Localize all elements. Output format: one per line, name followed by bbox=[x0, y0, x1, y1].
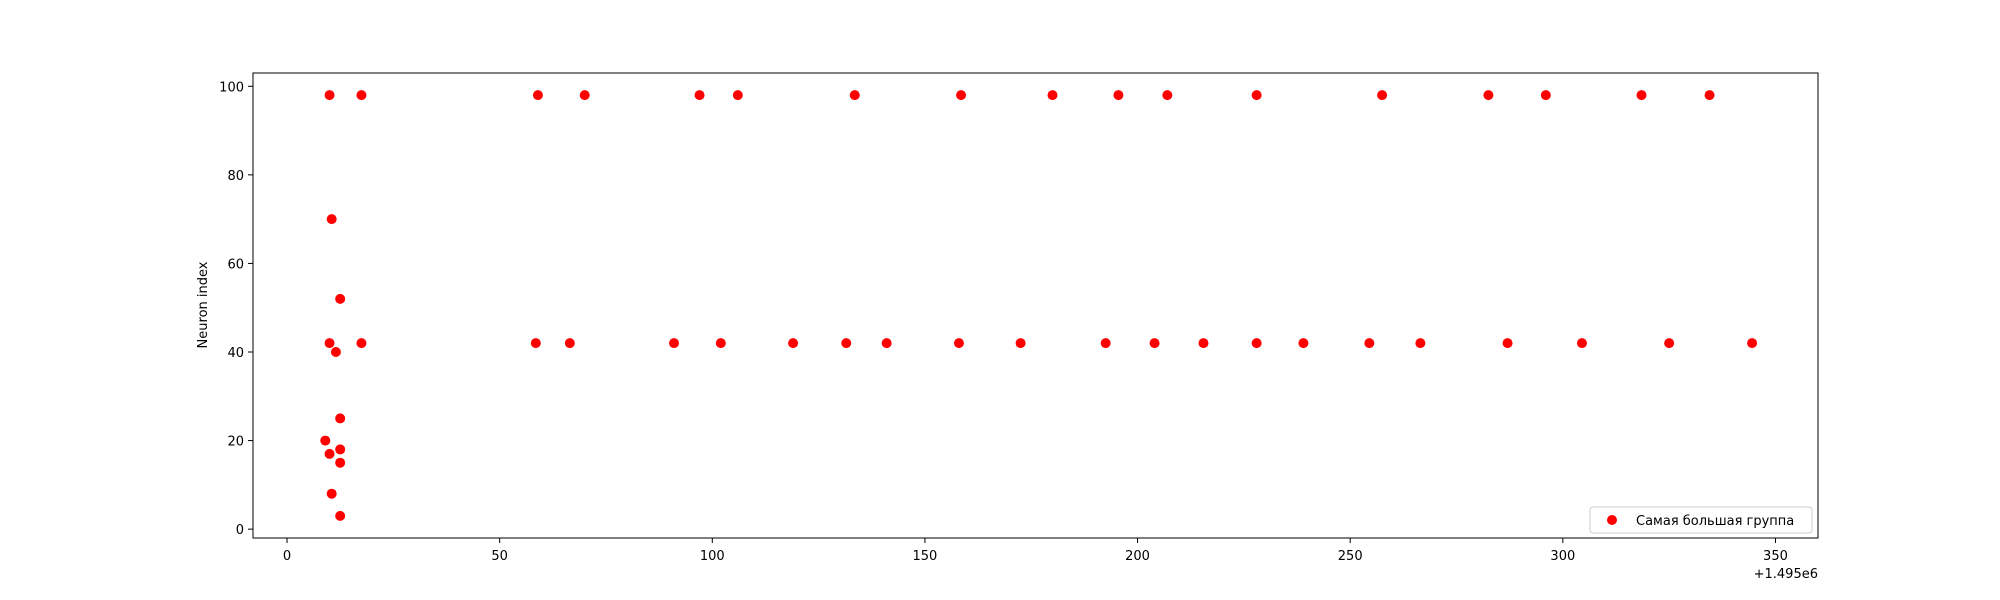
data-point bbox=[356, 90, 367, 101]
x-tick-label: 50 bbox=[491, 549, 508, 564]
y-tick-label: 100 bbox=[219, 80, 244, 95]
data-point bbox=[881, 338, 892, 349]
data-point bbox=[732, 90, 743, 101]
y-tick-label: 80 bbox=[227, 169, 244, 184]
x-axis: 0 50 100 150 200 250 300 350 bbox=[283, 538, 1788, 564]
x-tick-label: 300 bbox=[1550, 549, 1575, 564]
data-point bbox=[1576, 338, 1587, 349]
data-point bbox=[953, 338, 964, 349]
x-tick-label: 0 bbox=[283, 549, 291, 564]
data-point bbox=[1149, 338, 1160, 349]
data-point bbox=[1483, 90, 1494, 101]
x-tick-label: 200 bbox=[1125, 549, 1150, 564]
x-axis-offset-label: +1.495e6 bbox=[1754, 567, 1818, 582]
data-point bbox=[1415, 338, 1426, 349]
x-tick-label: 150 bbox=[913, 549, 938, 564]
data-point bbox=[1198, 338, 1209, 349]
y-tick-label: 60 bbox=[227, 257, 244, 272]
y-axis-label: Neuron index bbox=[196, 261, 211, 348]
data-point bbox=[335, 510, 346, 521]
data-point bbox=[956, 90, 967, 101]
data-point bbox=[335, 293, 346, 304]
data-point bbox=[1047, 90, 1058, 101]
data-point bbox=[694, 90, 705, 101]
data-point bbox=[1251, 338, 1262, 349]
x-tick-label: 100 bbox=[700, 549, 725, 564]
data-point bbox=[1015, 338, 1026, 349]
data-point bbox=[1664, 338, 1675, 349]
data-point bbox=[1377, 90, 1388, 101]
data-point bbox=[335, 457, 346, 468]
y-tick-label: 20 bbox=[227, 435, 244, 450]
data-point bbox=[1251, 90, 1262, 101]
data-point bbox=[324, 448, 335, 459]
data-point bbox=[326, 214, 337, 225]
data-point bbox=[320, 435, 331, 446]
data-point bbox=[849, 90, 860, 101]
x-tick-label: 350 bbox=[1763, 549, 1788, 564]
data-point bbox=[530, 338, 541, 349]
legend-label: Самая большая группа bbox=[1636, 514, 1794, 529]
data-point bbox=[330, 347, 341, 357]
data-point bbox=[1636, 90, 1647, 101]
legend-marker bbox=[1607, 515, 1617, 525]
data-point bbox=[335, 444, 346, 455]
data-point bbox=[1162, 90, 1173, 101]
x-tick-label: 250 bbox=[1338, 549, 1363, 564]
data-point bbox=[324, 90, 335, 101]
data-points bbox=[320, 90, 1758, 521]
data-point bbox=[564, 338, 575, 349]
data-point bbox=[1364, 338, 1375, 349]
data-point bbox=[1747, 338, 1758, 349]
data-point bbox=[715, 338, 726, 349]
data-point bbox=[356, 338, 367, 349]
data-point bbox=[841, 338, 852, 349]
data-point bbox=[1502, 338, 1513, 349]
data-point bbox=[324, 338, 335, 349]
data-point bbox=[669, 338, 680, 349]
data-point bbox=[579, 90, 590, 101]
data-point bbox=[335, 413, 346, 424]
y-axis: 0 20 40 60 80 100 bbox=[219, 80, 253, 538]
data-point bbox=[1298, 338, 1309, 349]
data-point bbox=[326, 488, 337, 499]
data-point bbox=[1100, 338, 1111, 349]
legend-box bbox=[1589, 506, 1813, 534]
data-point bbox=[1113, 90, 1124, 101]
data-point bbox=[532, 90, 543, 101]
y-tick-label: 40 bbox=[227, 346, 244, 361]
data-point bbox=[1704, 90, 1715, 101]
data-point bbox=[788, 338, 799, 349]
axes-frame bbox=[252, 72, 1819, 539]
plot-area bbox=[253, 73, 1818, 538]
data-point bbox=[1540, 90, 1551, 101]
y-tick-label: 0 bbox=[236, 523, 244, 538]
legend: Самая большая группа bbox=[1589, 506, 1813, 534]
